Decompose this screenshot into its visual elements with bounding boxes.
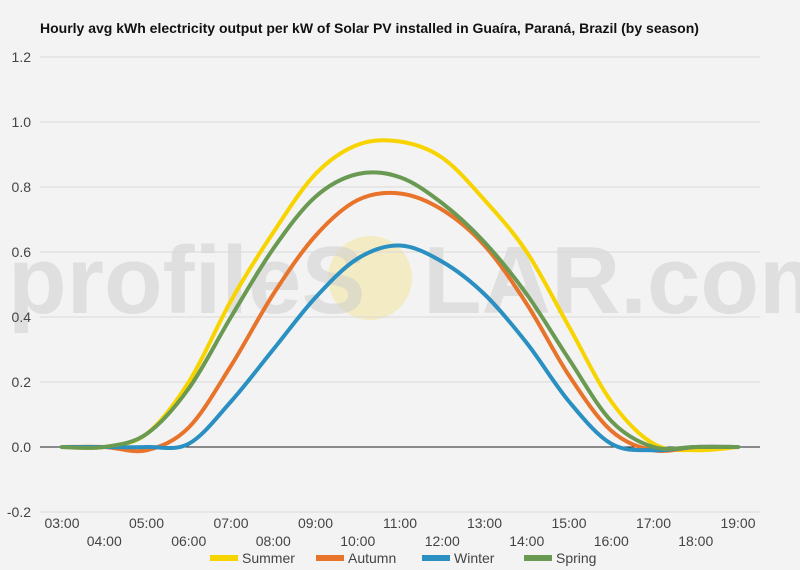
y-tick-label: 1.2 xyxy=(12,49,32,65)
legend-swatch-spring xyxy=(524,555,552,561)
y-tick-label: 0.6 xyxy=(12,244,32,260)
x-tick-label: 11:00 xyxy=(383,515,417,531)
x-tick-label: 19:00 xyxy=(720,515,755,531)
x-tick-label: 13:00 xyxy=(467,515,502,531)
y-tick-label: 0.4 xyxy=(12,309,32,325)
series-lines xyxy=(60,138,740,454)
legend-swatch-autumn xyxy=(316,555,344,561)
x-axis-ticks: 03:00 05:00 07:00 09:00 11:00 13:00 15:00 17:00… xyxy=(44,515,755,549)
legend: Summer Autumn Winter Spring xyxy=(210,550,596,566)
x-tick-label: 17:00 xyxy=(636,515,671,531)
x-tick-label: 18:00 xyxy=(678,533,713,549)
legend-swatch-summer xyxy=(210,555,238,561)
y-tick-label: 0.0 xyxy=(12,439,32,455)
legend-label-winter: Winter xyxy=(454,550,495,566)
legend-label-summer: Summer xyxy=(242,550,295,566)
legend-label-autumn: Autumn xyxy=(348,550,396,566)
series-line-summer xyxy=(60,138,740,453)
x-tick-label: 08:00 xyxy=(256,533,291,549)
series-line-spring xyxy=(60,170,740,451)
watermark-logo: profileS LAR.com xyxy=(8,227,800,334)
x-tick-label: 15:00 xyxy=(551,515,586,531)
x-tick-label: 05:00 xyxy=(129,515,164,531)
y-tick-label: 0.2 xyxy=(12,374,32,390)
gridlines xyxy=(40,56,760,513)
watermark-sun-icon xyxy=(328,236,412,320)
series-line-winter xyxy=(60,243,740,453)
x-tick-label: 03:00 xyxy=(44,515,79,531)
chart-title: Hourly avg kWh electricity output per kW… xyxy=(40,20,699,36)
x-tick-label: 12:00 xyxy=(425,533,460,549)
x-tick-label: 06:00 xyxy=(171,533,206,549)
x-tick-label: 14:00 xyxy=(509,533,544,549)
y-tick-label: -0.2 xyxy=(7,504,31,520)
x-tick-label: 07:00 xyxy=(213,515,248,531)
y-tick-label: 0.8 xyxy=(12,179,32,195)
series-line-autumn xyxy=(60,190,740,454)
y-axis-ticks: -0.2 0.0 0.2 0.4 0.6 0.8 1.0 1.2 xyxy=(7,49,31,520)
legend-swatch-winter xyxy=(422,555,450,561)
y-tick-label: 1.0 xyxy=(12,114,32,130)
x-tick-label: 09:00 xyxy=(298,515,333,531)
x-tick-label: 16:00 xyxy=(594,533,629,549)
legend-label-spring: Spring xyxy=(556,550,596,566)
x-tick-label: 10:00 xyxy=(340,533,375,549)
x-tick-label: 04:00 xyxy=(87,533,122,549)
